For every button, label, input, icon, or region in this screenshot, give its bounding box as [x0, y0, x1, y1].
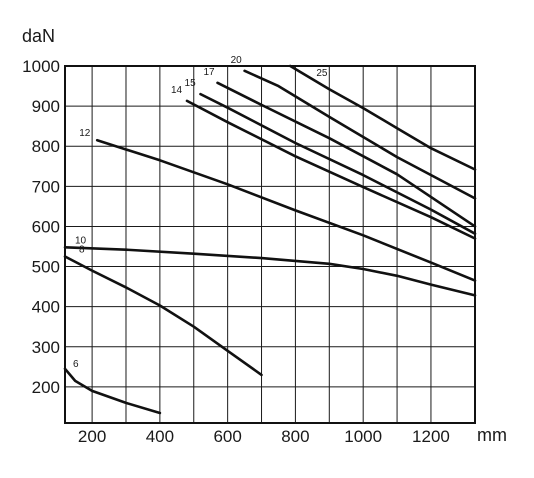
x-tick-label: 1200: [412, 427, 450, 446]
y-axis-unit: daN: [22, 26, 55, 46]
series-label-14: 14: [171, 85, 183, 96]
y-tick-label: 400: [32, 298, 60, 317]
series-line-20: [243, 69, 477, 200]
series-line-14: [185, 99, 477, 240]
y-tick-label: 200: [32, 378, 60, 397]
series-label-17: 17: [203, 67, 215, 78]
series-label-6: 6: [73, 359, 79, 370]
series-line-25: [289, 64, 477, 171]
x-tick-label: 400: [146, 427, 174, 446]
series-line-15: [199, 92, 477, 235]
y-tick-label: 700: [32, 177, 60, 196]
series-line-12: [95, 138, 477, 282]
x-tick-label: 600: [213, 427, 241, 446]
x-tick-label: 200: [78, 427, 106, 446]
grid: [64, 65, 476, 423]
x-tick-label: 1000: [344, 427, 382, 446]
y-axis-ticks: 200 300 400 500 600 700 800 900 1000: [22, 57, 60, 397]
series-label-12: 12: [79, 128, 91, 139]
series-label-20: 20: [231, 55, 243, 66]
series-line-17: [216, 81, 477, 228]
y-tick-label: 900: [32, 97, 60, 116]
series-lines: [63, 64, 477, 415]
y-tick-label: 1000: [22, 57, 60, 76]
series-line-6: [63, 367, 162, 415]
y-tick-label: 500: [32, 258, 60, 277]
y-tick-label: 300: [32, 338, 60, 357]
x-axis-ticks: 200 400 600 800 1000 1200: [78, 427, 450, 446]
plot-frame: [64, 65, 476, 424]
x-axis-unit: mm: [477, 425, 507, 445]
series-label-10: 10: [75, 235, 87, 246]
series-label-8: 8: [79, 245, 85, 256]
x-tick-label: 800: [281, 427, 309, 446]
series-line-10: [63, 246, 477, 297]
series-line-8: [63, 255, 263, 377]
y-tick-label: 800: [32, 137, 60, 156]
y-tick-label: 600: [32, 217, 60, 236]
series-label-15: 15: [185, 78, 197, 89]
series-label-25: 25: [316, 68, 328, 79]
